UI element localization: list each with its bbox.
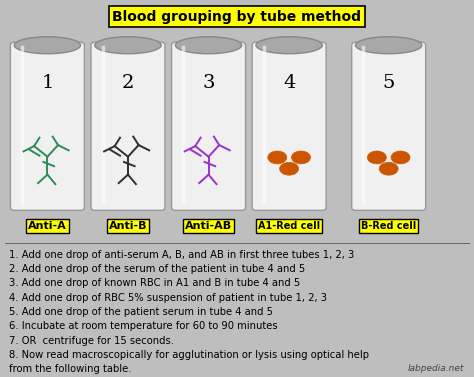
- Text: Anti-B: Anti-B: [109, 221, 147, 231]
- Ellipse shape: [268, 151, 287, 164]
- FancyBboxPatch shape: [10, 42, 84, 210]
- Text: 5. Add one drop of the patient serum in tube 4 and 5: 5. Add one drop of the patient serum in …: [9, 307, 273, 317]
- Text: 3. Add one drop of known RBC in A1 and B in tube 4 and 5: 3. Add one drop of known RBC in A1 and B…: [9, 278, 301, 288]
- Text: 2: 2: [122, 74, 134, 92]
- Text: A1-Red cell: A1-Red cell: [258, 221, 320, 231]
- Ellipse shape: [14, 37, 81, 54]
- FancyBboxPatch shape: [352, 42, 426, 210]
- Text: Anti-AB: Anti-AB: [185, 221, 232, 231]
- Text: 7. OR  centrifuge for 15 seconds.: 7. OR centrifuge for 15 seconds.: [9, 336, 174, 346]
- Text: from the following table.: from the following table.: [9, 364, 132, 374]
- Text: 8. Now read macroscopically for agglutination or lysis using optical help: 8. Now read macroscopically for agglutin…: [9, 350, 369, 360]
- Ellipse shape: [256, 37, 322, 54]
- FancyBboxPatch shape: [91, 42, 165, 210]
- Ellipse shape: [356, 37, 422, 54]
- Text: 2. Add one drop of the serum of the patient in tube 4 and 5: 2. Add one drop of the serum of the pati…: [9, 264, 306, 274]
- Text: Anti-A: Anti-A: [28, 221, 67, 231]
- FancyBboxPatch shape: [252, 42, 326, 210]
- Ellipse shape: [175, 37, 242, 54]
- Text: labpedia.net: labpedia.net: [408, 364, 465, 373]
- Ellipse shape: [292, 151, 310, 164]
- Ellipse shape: [391, 151, 410, 164]
- Text: 1: 1: [41, 74, 54, 92]
- Text: 4: 4: [283, 74, 295, 92]
- Ellipse shape: [280, 162, 299, 175]
- Text: 3: 3: [202, 74, 215, 92]
- Text: 4. Add one drop of RBC 5% suspension of patient in tube 1, 2, 3: 4. Add one drop of RBC 5% suspension of …: [9, 293, 328, 303]
- FancyBboxPatch shape: [172, 42, 246, 210]
- Ellipse shape: [367, 151, 386, 164]
- Ellipse shape: [379, 162, 398, 175]
- Text: 1. Add one drop of anti-serum A, B, and AB in first three tubes 1, 2, 3: 1. Add one drop of anti-serum A, B, and …: [9, 250, 355, 260]
- Ellipse shape: [95, 37, 161, 54]
- Text: Blood grouping by tube method: Blood grouping by tube method: [112, 10, 362, 24]
- Text: 5: 5: [383, 74, 395, 92]
- Text: B-Red cell: B-Red cell: [361, 221, 416, 231]
- Text: 6. Incubate at room temperature for 60 to 90 minutes: 6. Incubate at room temperature for 60 t…: [9, 321, 278, 331]
